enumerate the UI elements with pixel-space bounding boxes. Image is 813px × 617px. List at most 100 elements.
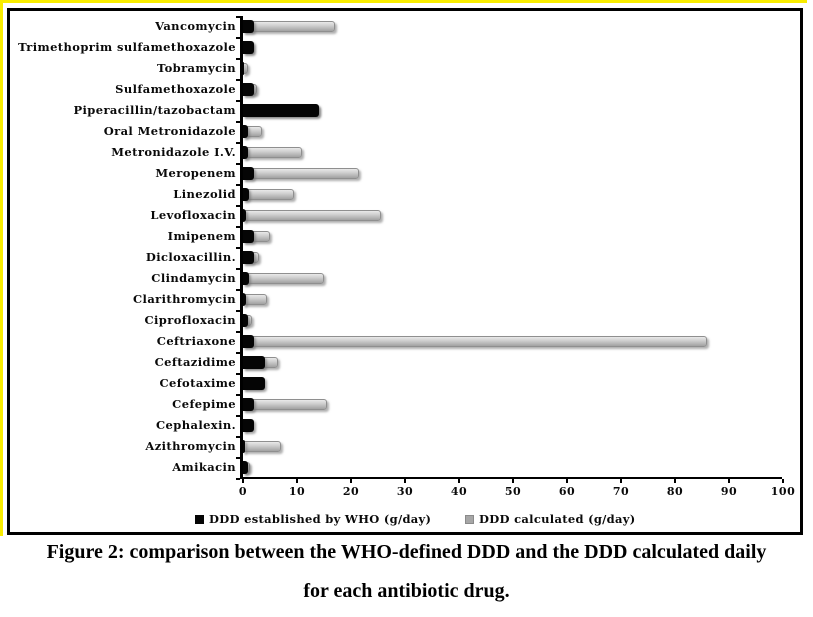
x-tick (620, 479, 622, 483)
category-label: Clarithromycin (133, 292, 236, 306)
bar-row (243, 16, 783, 37)
bar-calculated (243, 336, 708, 347)
highlight-border-top (0, 0, 807, 3)
bar-who (243, 356, 265, 369)
bar-row (243, 436, 783, 457)
bar-row (243, 142, 783, 163)
bar-who (243, 440, 245, 453)
x-tick-label: 30 (396, 485, 414, 498)
category-tick (236, 16, 240, 18)
category-tick (236, 268, 240, 270)
category-label: Trimethoprim sulfamethoxazole (18, 40, 236, 54)
x-tick-label: 70 (612, 485, 630, 498)
bar-who (243, 125, 249, 138)
bar-calculated (243, 189, 295, 200)
category-label: Ceftriaxone (156, 334, 236, 348)
category-label: Imipenem (167, 229, 236, 243)
bar-who (243, 251, 254, 264)
figure-caption: Figure 2: comparison between the WHO-def… (0, 541, 813, 603)
bar-row (243, 205, 783, 226)
category-tick (236, 352, 240, 354)
caption-line-2: for each antibiotic drug. (303, 580, 510, 602)
bar-calculated (243, 147, 303, 158)
x-tick (728, 479, 730, 483)
bar-who (243, 104, 319, 117)
legend: DDD established by WHO (g/day) DDD calcu… (10, 508, 800, 530)
bar-who (243, 314, 249, 327)
category-tick (236, 184, 240, 186)
bar-who (243, 419, 254, 432)
bar-who (243, 62, 245, 75)
chart-box: Vancomycin Trimethoprim sulfamethoxazole T… (7, 8, 803, 535)
bar-row (243, 415, 783, 436)
category-tick (236, 457, 240, 459)
category-tick (236, 310, 240, 312)
x-axis-line (240, 477, 782, 479)
bar-who (243, 335, 254, 348)
category-tick (236, 58, 240, 60)
x-tick-label: 20 (342, 485, 360, 498)
category-tick (236, 478, 240, 480)
bar-who (243, 188, 250, 201)
bar-who (243, 230, 254, 243)
bar-calculated (243, 399, 327, 410)
who-swatch-icon (195, 514, 204, 524)
category-tick (236, 394, 240, 396)
bar-calculated (243, 294, 268, 305)
bar-row (243, 100, 783, 121)
category-tick (236, 205, 240, 207)
category-label: Vancomycin (155, 19, 236, 33)
x-tick-label: 60 (558, 485, 576, 498)
legend-item-calculated: DDD calculated (g/day) (465, 508, 636, 530)
bar-row (243, 163, 783, 184)
bar-row (243, 226, 783, 247)
bar-calculated (243, 210, 381, 221)
x-tick (242, 479, 244, 483)
bar-row (243, 79, 783, 100)
bar-who (243, 293, 246, 306)
bar-who (243, 398, 254, 411)
category-label: Ceftazidime (154, 355, 236, 369)
category-label: Azithromycin (145, 439, 236, 453)
category-tick (236, 289, 240, 291)
bar-calculated (243, 21, 335, 32)
caption-line-1: Figure 2: comparison between the WHO-def… (46, 541, 767, 563)
x-tick (566, 479, 568, 483)
x-tick-label: 80 (666, 485, 684, 498)
legend-label-who: DDD established by WHO (g/day) (209, 512, 432, 526)
category-tick (236, 163, 240, 165)
category-label: Cephalexin. (156, 418, 236, 432)
x-tick-label: 50 (504, 485, 522, 498)
category-tick (236, 331, 240, 333)
bar-row (243, 37, 783, 58)
category-tick (236, 142, 240, 144)
category-tick (236, 247, 240, 249)
x-tick (512, 479, 514, 483)
category-label: Amikacin (172, 460, 236, 474)
category-label: Linezolid (173, 187, 236, 201)
bar-who (243, 83, 254, 96)
category-label: Ciprofloxacin (144, 313, 236, 327)
x-tick (782, 479, 784, 483)
bar-calculated (243, 273, 324, 284)
highlight-border-left (0, 0, 3, 536)
bar-row (243, 121, 783, 142)
x-tick (674, 479, 676, 483)
category-label: Tobramycin (156, 61, 236, 75)
bar-who (243, 377, 265, 390)
category-tick (236, 226, 240, 228)
bar-row (243, 331, 783, 352)
bar-who (243, 20, 254, 33)
bar-row (243, 247, 783, 268)
x-tick-label: 100 (770, 485, 796, 498)
calculated-swatch-icon (465, 514, 474, 524)
bar-row (243, 457, 783, 478)
bar-row (243, 373, 783, 394)
bar-row (243, 268, 783, 289)
x-tick (458, 479, 460, 483)
bar-row (243, 184, 783, 205)
category-label: Levofloxacin (150, 208, 236, 222)
x-tick (350, 479, 352, 483)
plot-area (243, 16, 783, 478)
legend-label-calculated: DDD calculated (g/day) (479, 512, 636, 526)
